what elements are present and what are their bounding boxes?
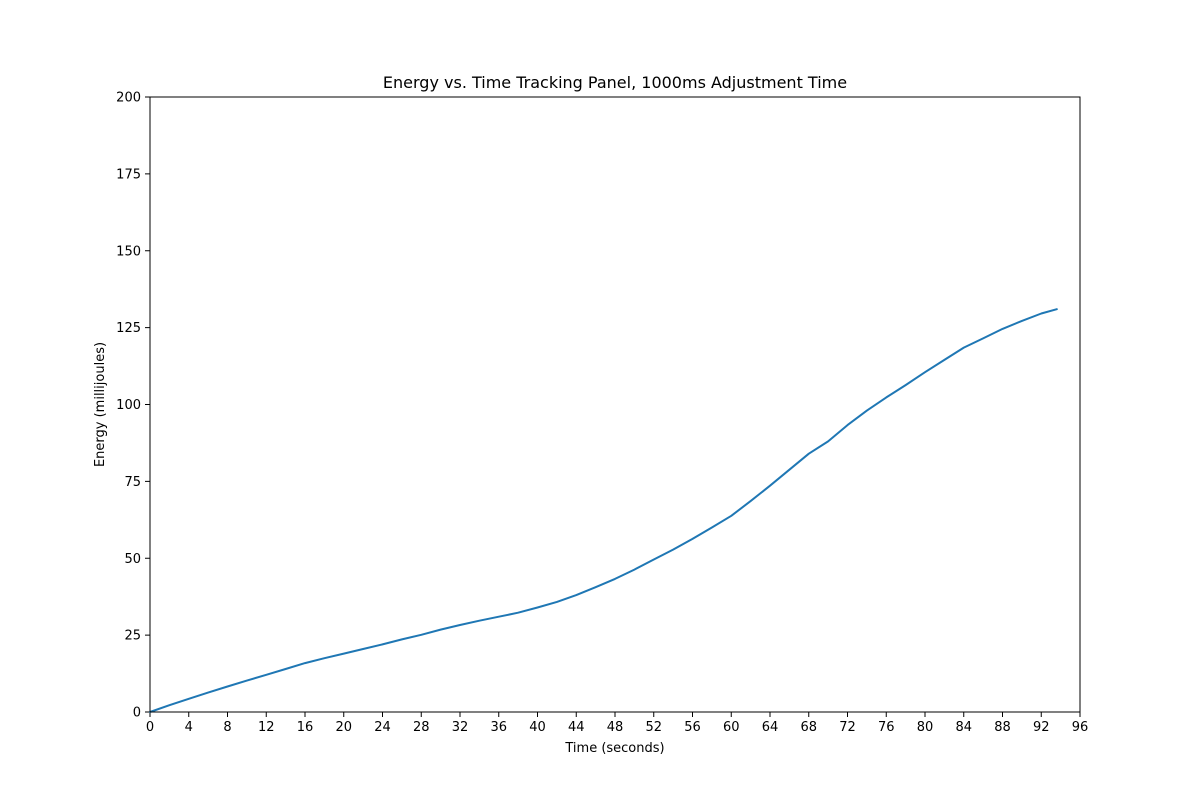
x-tick-label: 88	[994, 720, 1011, 735]
x-tick-label: 92	[1033, 720, 1050, 735]
x-tick-label: 20	[335, 720, 352, 735]
y-axis-ticks: 0 25 50 75 100 125 150 175 200	[116, 91, 150, 721]
x-tick-label: 80	[917, 720, 934, 735]
y-axis-label: Energy (millijoules)	[93, 342, 108, 467]
y-tick-label: 50	[124, 552, 141, 567]
y-tick-label: 125	[116, 321, 141, 336]
x-tick-label: 36	[490, 720, 507, 735]
x-tick-label: 84	[955, 720, 972, 735]
x-tick-label: 24	[374, 720, 391, 735]
x-tick-label: 56	[684, 720, 701, 735]
x-axis-label: Time (seconds)	[564, 741, 664, 756]
y-tick-label: 25	[124, 629, 141, 644]
x-tick-label: 4	[185, 720, 193, 735]
y-tick-label: 150	[116, 244, 141, 259]
x-tick-label: 8	[223, 720, 231, 735]
x-tick-label: 96	[1072, 720, 1089, 735]
y-tick-label: 0	[133, 706, 141, 721]
x-tick-label: 12	[258, 720, 275, 735]
x-axis-ticks: 0 4 8 12 16 20 24 28 32 36 40 44 48 52 56 60 64 68 72 76 80 8…	[146, 712, 1088, 735]
y-tick-label: 75	[124, 475, 141, 490]
y-tick-label: 100	[116, 398, 141, 413]
chart-title: Energy vs. Time Tracking Panel, 1000ms A…	[383, 73, 847, 92]
y-tick-label: 200	[116, 91, 141, 106]
plot-frame	[149, 96, 1081, 713]
x-tick-label: 52	[645, 720, 662, 735]
x-tick-label: 72	[839, 720, 856, 735]
x-tick-label: 44	[568, 720, 585, 735]
x-tick-label: 48	[607, 720, 624, 735]
x-tick-label: 68	[800, 720, 817, 735]
energy-series-line	[149, 308, 1058, 713]
x-tick-label: 0	[146, 720, 154, 735]
x-tick-label: 28	[413, 720, 430, 735]
x-tick-label: 32	[452, 720, 469, 735]
y-tick-label: 175	[116, 167, 141, 182]
x-tick-label: 64	[762, 720, 779, 735]
x-tick-label: 40	[529, 720, 546, 735]
x-tick-label: 76	[878, 720, 895, 735]
x-tick-label: 60	[723, 720, 740, 735]
x-tick-label: 16	[297, 720, 314, 735]
